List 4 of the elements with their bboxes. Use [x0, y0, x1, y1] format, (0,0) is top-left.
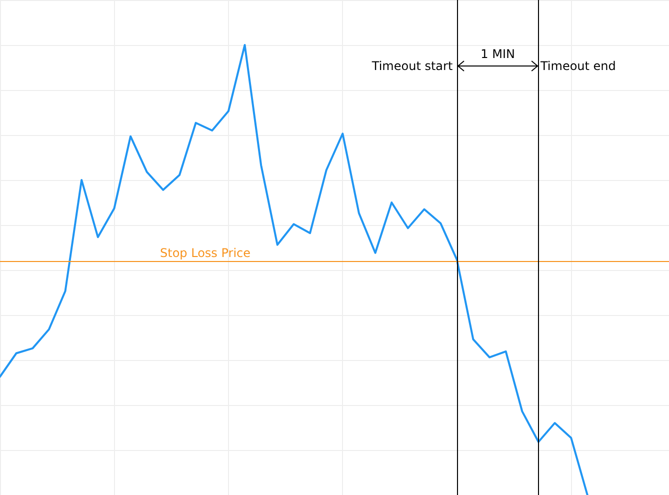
annotation: 1 MIN: [480, 47, 515, 61]
annotation: Timeout end: [540, 59, 616, 73]
ref-line-label: Stop Loss Price: [160, 246, 251, 260]
annotation: Timeout start: [372, 59, 453, 73]
